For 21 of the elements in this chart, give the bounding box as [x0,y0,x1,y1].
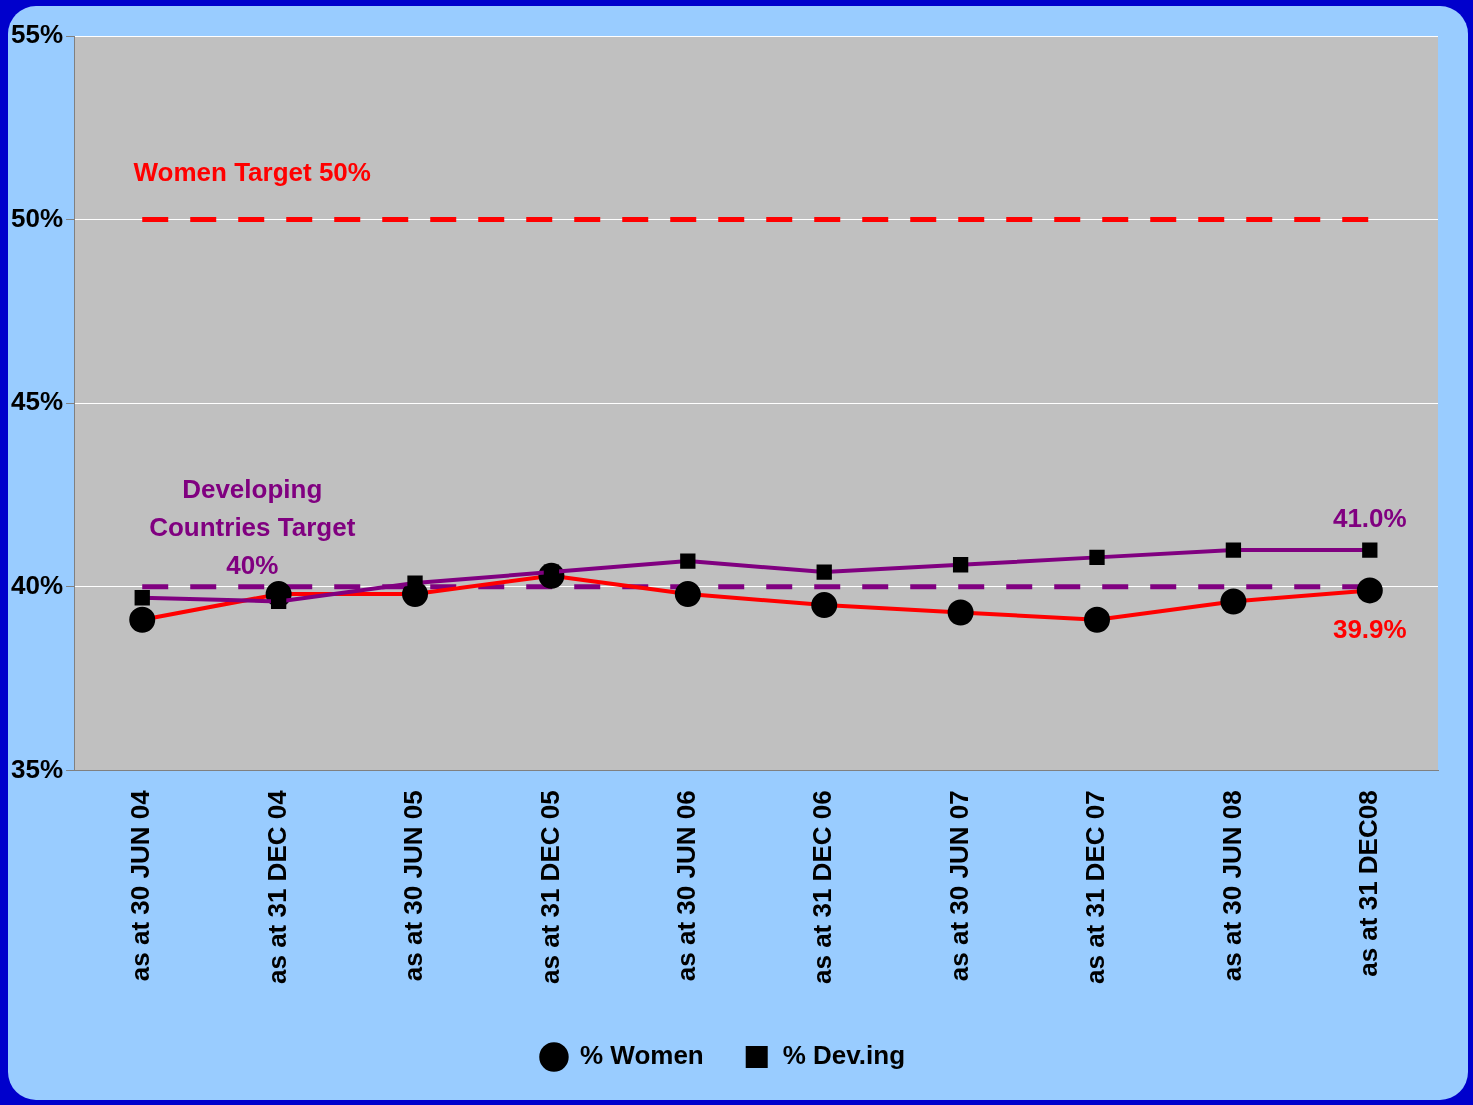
y-tick-label: 45% [10,386,64,417]
x-tick-label: as at 30 JUN 08 [1216,790,1247,982]
legend-label: % Women [579,1040,704,1071]
y-tick-label: 40% [10,569,64,600]
x-tick-label: as at 31 DEC 05 [534,790,565,984]
legend-label: % Dev.ing [782,1040,906,1071]
x-tick-label: as at 30 JUN 04 [125,789,156,982]
ref-line-label: Women Target 50% [133,156,371,187]
x-tick-label: as at 31 DEC 07 [1080,790,1111,984]
ref-line-label: Developing Countries Target 40% [149,473,356,580]
y-tick-label: 50% [10,202,64,233]
y-tick-label: 35% [10,753,64,784]
x-tick-label: as at 31 DEC08 [1352,790,1383,977]
x-tick-label: as at 30 JUN 07 [943,790,974,982]
x-tick-label: as at 31 DEC 06 [807,790,838,984]
x-tick-label: as at 30 JUN 05 [398,790,429,982]
x-tick-label: as at 31 DEC 04 [261,789,292,984]
data-label: 39.9% [1332,613,1407,644]
y-tick-label: 55% [10,19,64,50]
data-label: 41.0% [1332,503,1407,534]
x-tick-label: as at 30 JUN 06 [670,790,701,982]
